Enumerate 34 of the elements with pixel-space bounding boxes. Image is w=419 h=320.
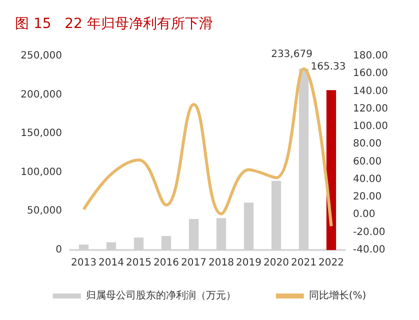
y2-tick-label: 180.00 bbox=[353, 50, 388, 62]
y-tick-label: 100,000 bbox=[20, 166, 62, 178]
y2-tick-label: 100.00 bbox=[353, 121, 388, 132]
legend-label: 归属母公司股东的净利润（万元） bbox=[86, 290, 236, 302]
x-tick-label: 2021 bbox=[291, 258, 316, 268]
y2-tick-label: -20.00 bbox=[353, 226, 386, 238]
y-tick-label: 150,000 bbox=[20, 128, 62, 140]
y2-tick-label: 20.00 bbox=[353, 192, 382, 203]
x-tick-label: 2013 bbox=[71, 258, 96, 268]
x-tick-label: 2022 bbox=[318, 258, 344, 268]
x-tick-label: 2020 bbox=[264, 258, 289, 268]
chart-title: 图 15 22 年归母净利有所下滑 bbox=[15, 16, 213, 32]
data-label: 233,679 bbox=[271, 49, 312, 60]
y-tick-label: 200,000 bbox=[20, 89, 62, 100]
data-label: 165.33 bbox=[310, 61, 346, 72]
y-tick-label: 250,000 bbox=[20, 50, 62, 62]
y2-tick-label: 40.00 bbox=[353, 174, 382, 185]
y2-tick-label: 0.00 bbox=[353, 209, 376, 220]
x-tick-label: 2018 bbox=[208, 258, 234, 268]
y2-tick-label: -40.00 bbox=[353, 244, 386, 256]
y2-tick-label: 60.00 bbox=[353, 156, 382, 168]
y2-tick-label: 160.00 bbox=[353, 68, 388, 80]
legend-label: 同比增长(%) bbox=[308, 290, 366, 302]
y2-tick-label: 140.00 bbox=[353, 86, 388, 97]
x-tick-label: 2016 bbox=[154, 258, 179, 268]
x-tick-label: 2014 bbox=[98, 258, 124, 268]
y-tick-label: 50,000 bbox=[27, 206, 62, 217]
y2-tick-label: 120.00 bbox=[353, 103, 388, 114]
x-tick-label: 2017 bbox=[181, 258, 206, 268]
x-tick-label: 2015 bbox=[126, 258, 152, 268]
x-tick-label: 2019 bbox=[236, 258, 262, 268]
bar bbox=[326, 90, 336, 250]
y-tick-label: 0 bbox=[56, 244, 62, 256]
y2-tick-label: 80.00 bbox=[353, 138, 382, 150]
